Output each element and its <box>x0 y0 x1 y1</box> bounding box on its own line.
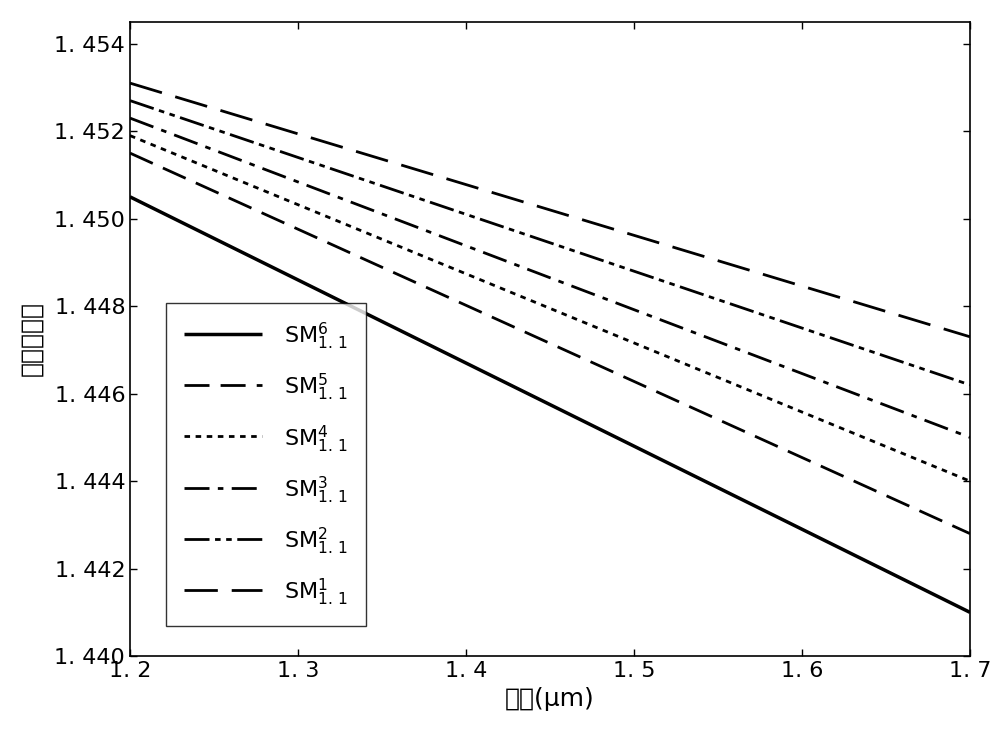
Y-axis label: 有效折射率: 有效折射率 <box>19 302 43 376</box>
Legend: $\mathrm{SM}^{6}_{1.\,1}$, $\mathrm{SM}^{5}_{1.\,1}$, $\mathrm{SM}^{4}_{1.\,1}$,: $\mathrm{SM}^{6}_{1.\,1}$, $\mathrm{SM}^… <box>166 303 366 626</box>
X-axis label: 波长(μm): 波长(μm) <box>505 687 595 711</box>
